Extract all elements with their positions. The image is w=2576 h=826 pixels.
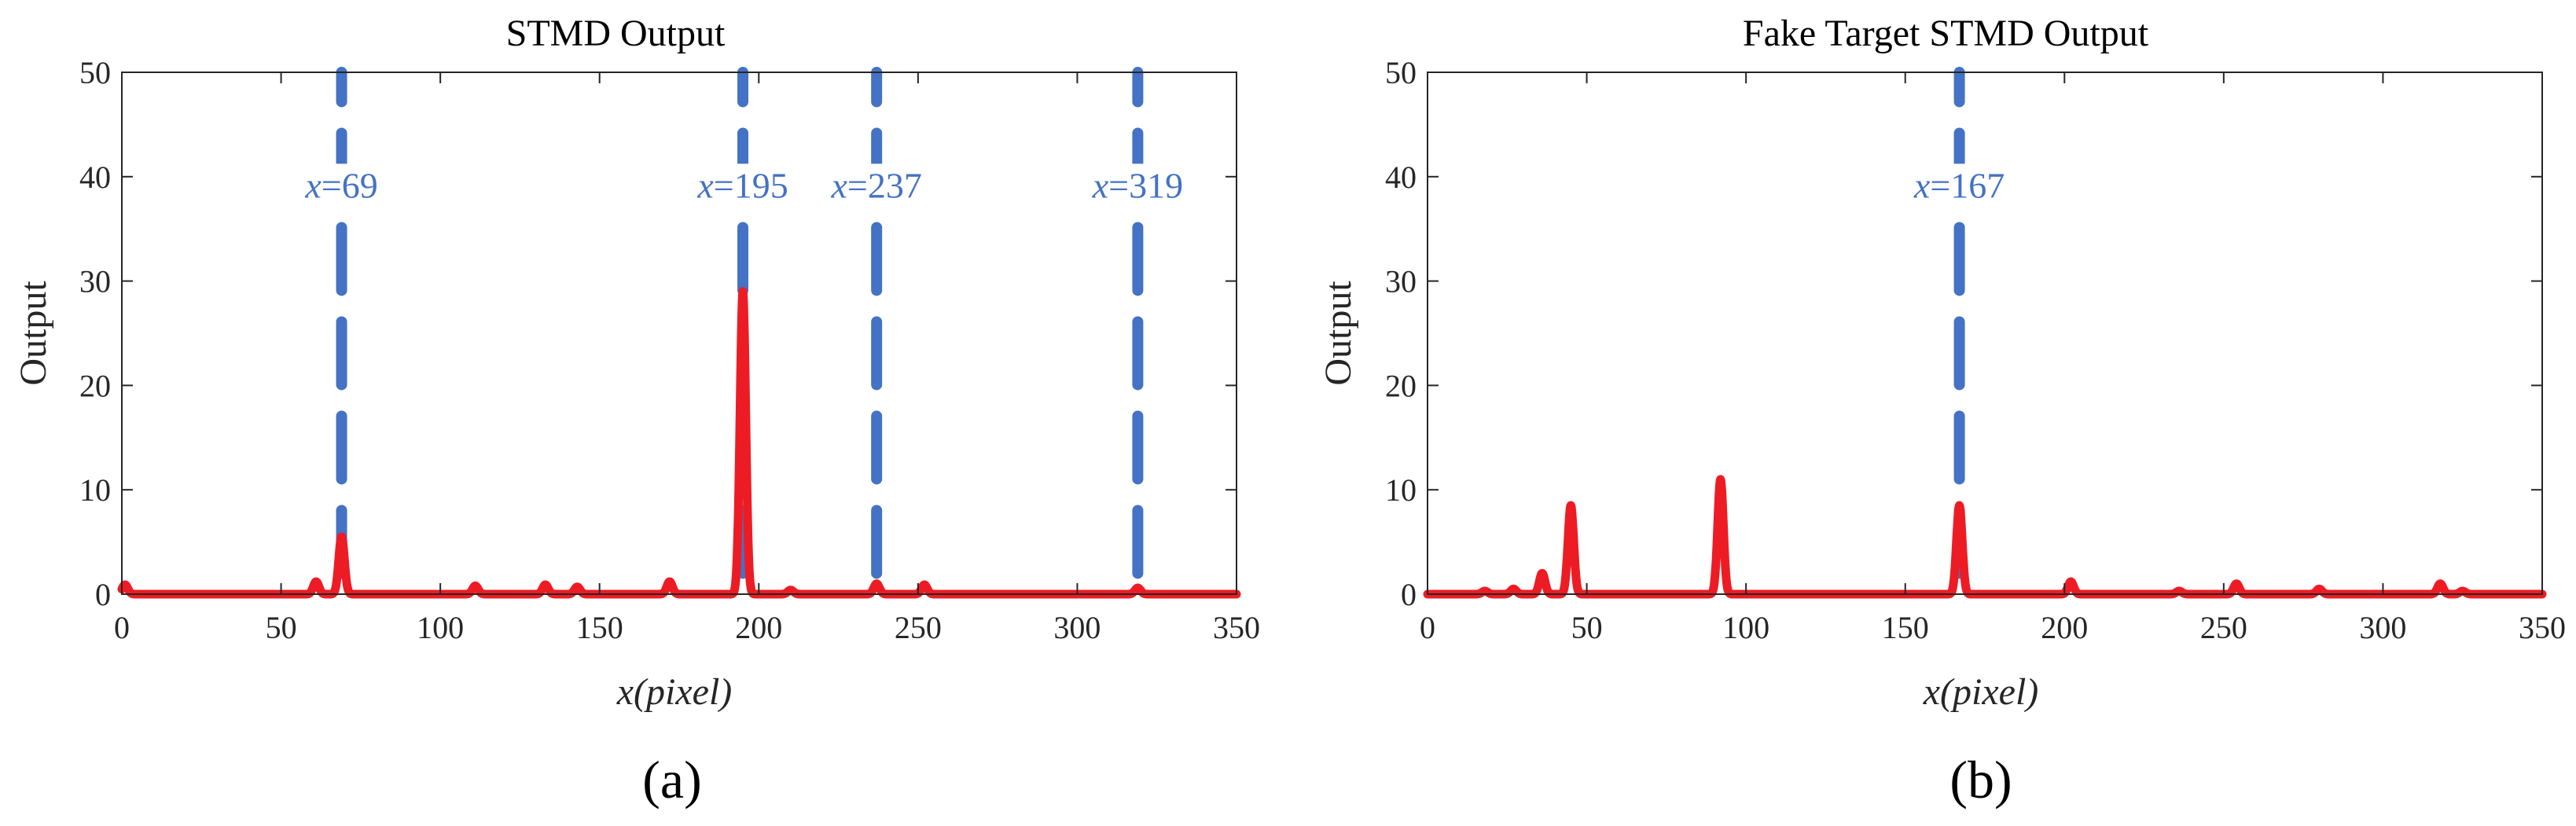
y-tick-label: 40 (1385, 160, 1417, 195)
plot-area-frame (1427, 72, 2543, 595)
x-axis-ticks: 0 50 100 150 200 250 300 350 (114, 72, 1260, 645)
y-axis-label: Output (13, 281, 54, 386)
marker-label-val: =195 (714, 165, 788, 205)
x-axis-label: x(pixel) (1923, 671, 2039, 713)
chart-title: Fake Target STMD Output (1743, 13, 2149, 54)
x-tick-label: 250 (2200, 610, 2247, 645)
x-tick-label: 50 (266, 610, 297, 645)
x-tick-label: 200 (735, 610, 782, 645)
marker-label-bg (693, 163, 792, 207)
x-tick-label: 150 (1882, 610, 1929, 645)
x-tick-label: 350 (2519, 610, 2566, 645)
y-tick-label: 20 (79, 368, 111, 403)
marker-label-bg (1088, 163, 1187, 207)
panel-caption-b: (b) (1949, 750, 2012, 809)
marker-label: x=69 (304, 165, 377, 205)
y-tick-label: 0 (95, 577, 111, 612)
x-tick-label: 300 (2359, 610, 2406, 645)
marker-label-val: =237 (847, 165, 922, 205)
marker-label-val: =167 (1930, 165, 2005, 205)
plot-area-frame (121, 72, 1237, 595)
x-tick-label: 200 (2041, 610, 2088, 645)
marker-label-var: x (696, 165, 714, 205)
x-axis-ticks: 0 50 100 150 200 250 300 350 (1420, 72, 2566, 645)
y-tick-label: 40 (79, 160, 111, 195)
y-axis-ticks: 0 10 20 30 40 50 (79, 55, 1237, 612)
chart-marks: x=167 (1423, 67, 2547, 599)
marker-label-val: =69 (322, 165, 378, 205)
marker-label-val: =319 (1108, 165, 1183, 205)
y-axis-ticks: 0 10 20 30 40 50 (1385, 55, 2542, 612)
y-tick-label: 0 (1401, 577, 1417, 612)
marker-label-bg (301, 163, 381, 207)
y-tick-label: 10 (79, 472, 111, 508)
marker-label-bg (1909, 163, 2008, 207)
marker-label-var: x (1092, 165, 1109, 205)
x-tick-label: 350 (1213, 610, 1260, 645)
marker-label: x=237 (831, 165, 922, 205)
chart-marks: x=69 x=195 x=237 x=319 (117, 67, 1241, 599)
response-curve (117, 287, 1241, 599)
chart-panel-a: STMD Output x=69 x=195 x=237 x=319 01020304… (13, 13, 1260, 809)
marker-label-var: x (1913, 165, 1931, 205)
y-tick-label: 50 (79, 55, 111, 90)
x-tick-label: 100 (1722, 610, 1769, 645)
x-tick-label: 50 (1571, 610, 1603, 645)
marker-label-bg (827, 163, 925, 207)
chart-panel-b: Fake Target STMD Output x=167 0 10 20 30 40 5… (1317, 13, 2566, 809)
x-tick-label: 100 (417, 610, 464, 645)
x-axis-label: x(pixel) (616, 671, 733, 713)
y-tick-label: 10 (1385, 472, 1417, 508)
x-tick-label: 0 (1420, 610, 1435, 645)
panel-caption-a: (a) (642, 750, 701, 809)
x-tick-label: 250 (895, 610, 942, 645)
marker-label-var: x (831, 165, 848, 205)
x-tick-label: 300 (1053, 610, 1101, 645)
x-tick-label: 150 (576, 610, 623, 645)
y-tick-label: 30 (79, 264, 111, 299)
x-tick-label: 0 (114, 610, 130, 645)
marker-label: x=319 (1092, 165, 1183, 205)
y-axis-label: Output (1317, 281, 1359, 386)
y-tick-label: 20 (1385, 368, 1417, 403)
y-tick-label: 30 (1385, 264, 1417, 299)
y-tick-label: 50 (1385, 55, 1417, 90)
marker-label: x=167 (1913, 165, 2005, 205)
response-curve (1423, 475, 2547, 599)
chart-title: STMD Output (506, 13, 726, 54)
marker-label-var: x (304, 165, 322, 205)
marker-label: x=195 (696, 165, 788, 205)
